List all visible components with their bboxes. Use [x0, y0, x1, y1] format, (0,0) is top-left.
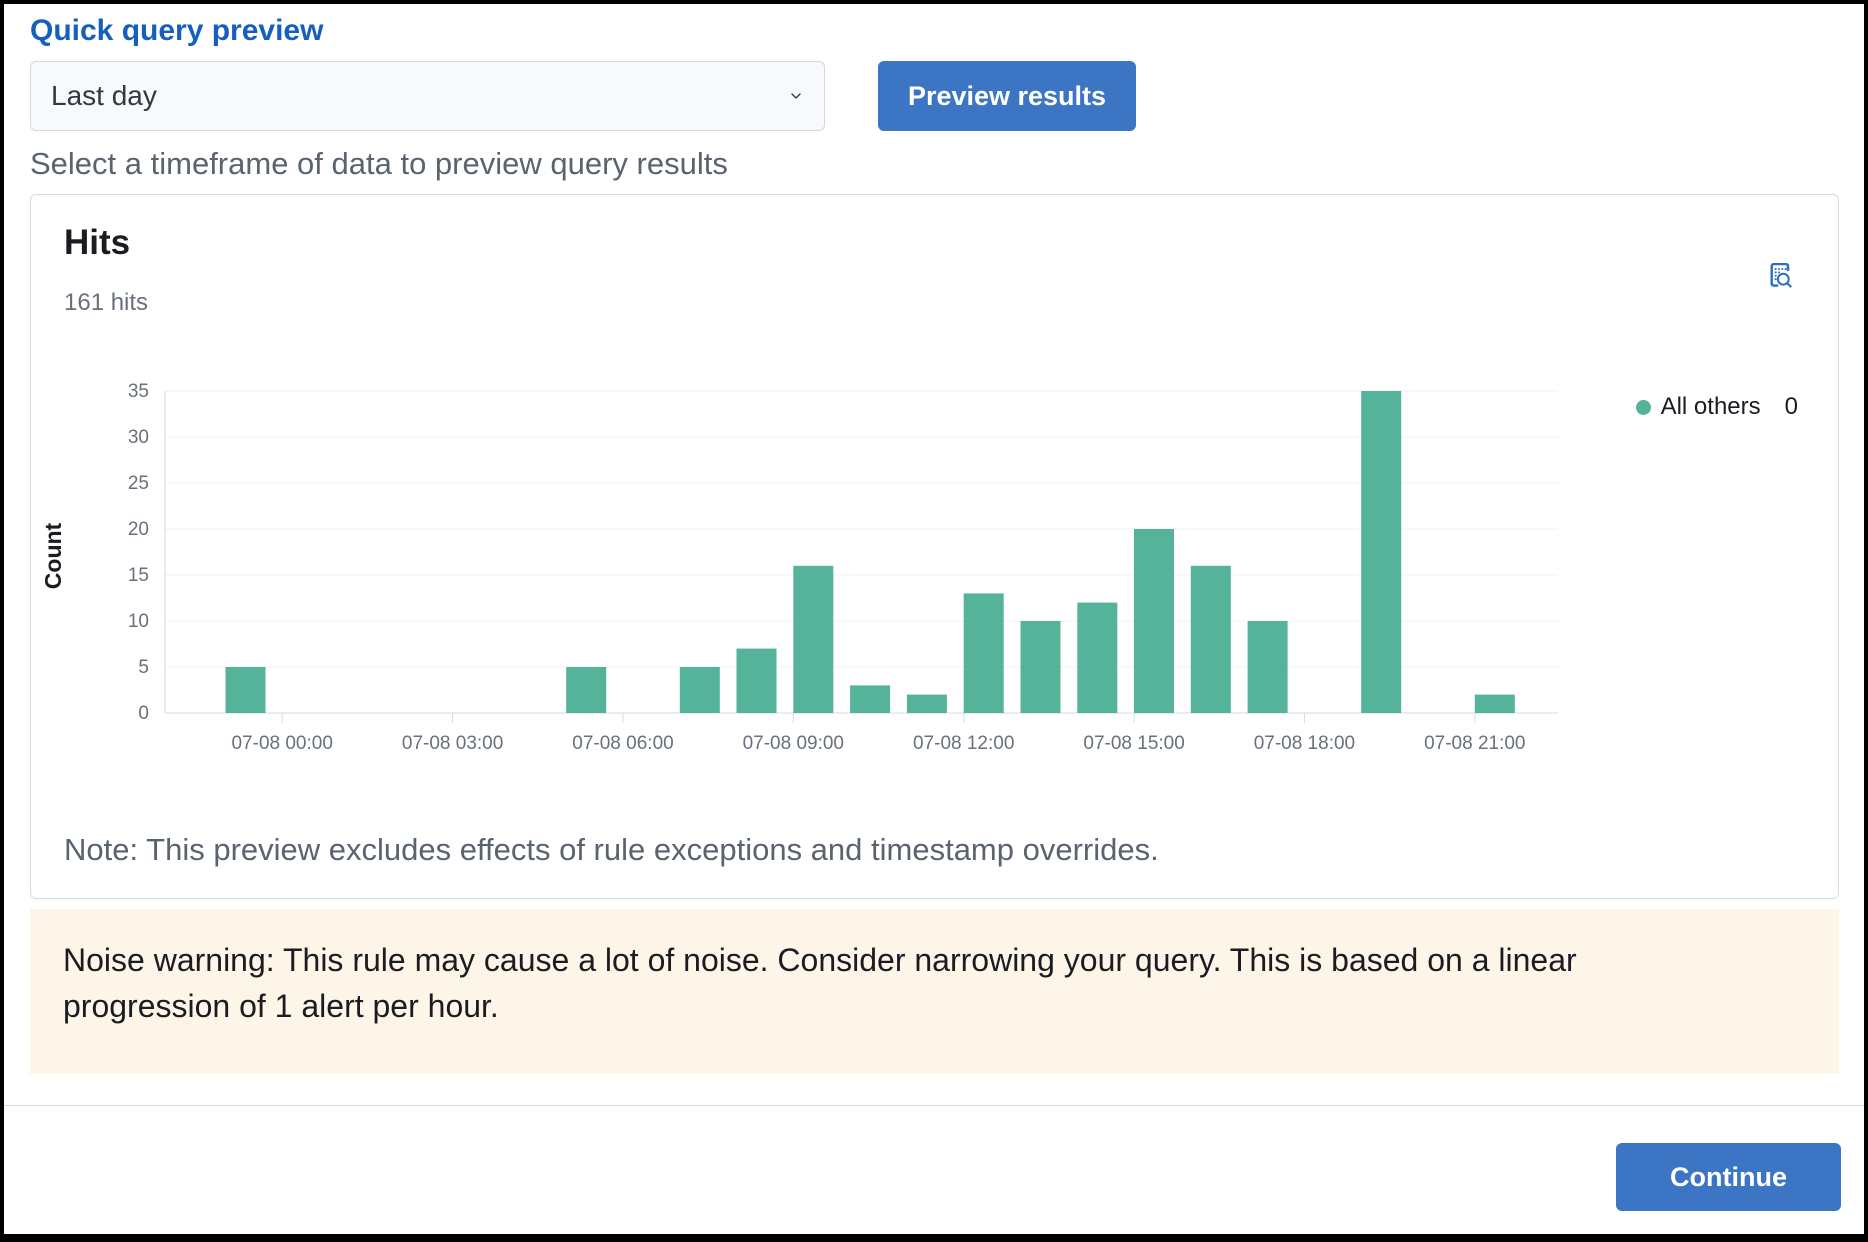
svg-text:07-08 15:00: 07-08 15:00	[1083, 733, 1184, 754]
svg-text:20: 20	[128, 519, 149, 540]
svg-text:07-08 18:00: 07-08 18:00	[1254, 733, 1355, 754]
svg-text:25: 25	[128, 473, 149, 494]
svg-text:0: 0	[138, 703, 149, 724]
svg-text:07-08 09:00: 07-08 09:00	[743, 733, 844, 754]
svg-text:07-08 06:00: 07-08 06:00	[572, 733, 673, 754]
svg-text:07-08 03:00: 07-08 03:00	[402, 733, 503, 754]
svg-text:30: 30	[128, 427, 149, 448]
svg-text:Count: Count	[40, 522, 66, 589]
svg-text:07-08 12:00: 07-08 12:00	[913, 733, 1014, 754]
svg-text:5: 5	[138, 657, 149, 678]
svg-text:10: 10	[128, 611, 149, 632]
svg-text:15: 15	[128, 565, 149, 586]
svg-text:07-08 21:00: 07-08 21:00	[1424, 733, 1525, 754]
svg-text:07-08 00:00: 07-08 00:00	[231, 733, 332, 754]
svg-text:35: 35	[128, 381, 149, 402]
